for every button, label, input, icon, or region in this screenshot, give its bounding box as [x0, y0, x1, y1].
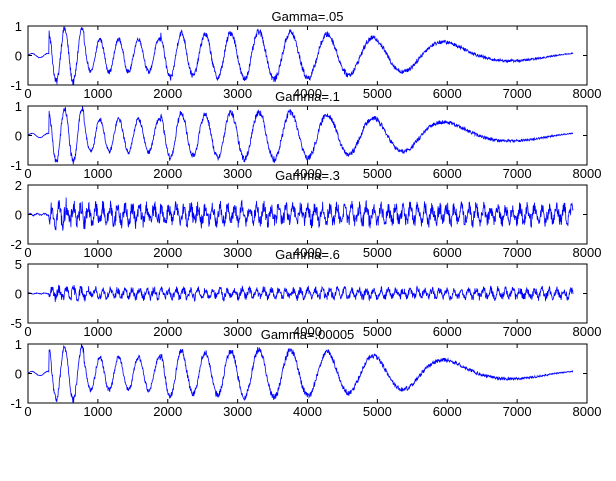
x-tick-label: 7000 — [503, 86, 532, 101]
signal-line — [27, 197, 574, 231]
subplot-5: Gamma=.00005 0 1000 2000 3000 4000 5000 6000 700… — [10, 327, 601, 419]
x-tick-label: 3000 — [223, 404, 252, 419]
x-tick-label: 7000 — [503, 324, 532, 339]
subplot-1: Gamma=.05 0 1000 2000 3000 4000 5000 6000 7000 80… — [10, 9, 601, 101]
x-tick-label: 2000 — [153, 245, 182, 260]
x-tick-label: 4000 — [293, 86, 322, 101]
x-tick-label: 3000 — [223, 86, 252, 101]
x-tick-label: 6000 — [433, 404, 462, 419]
subplot-3: Gamma=.3 0 1000 2000 3000 4000 5000 6000 7000 800… — [10, 168, 601, 260]
x-tick-label: 7000 — [503, 166, 532, 181]
x-tick-label: 0 — [24, 324, 31, 339]
y-tick-label: 0 — [15, 49, 22, 64]
subplot-title: Gamma=.3 — [275, 168, 340, 183]
subplot-title: Gamma=.1 — [275, 89, 340, 104]
x-tick-label: 1000 — [83, 404, 112, 419]
x-tick-label: 2000 — [153, 404, 182, 419]
y-tick-label: -1 — [10, 396, 22, 411]
x-tick-label: 6000 — [433, 324, 462, 339]
x-tick-label: 3000 — [223, 324, 252, 339]
x-tick-label: 8000 — [573, 86, 602, 101]
x-tick-label: 5000 — [363, 245, 392, 260]
y-tick-label: 5 — [15, 257, 22, 272]
x-tick-label: 6000 — [433, 166, 462, 181]
subplot-2: Gamma=.1 0 1000 2000 3000 4000 5000 6000 7000 800… — [10, 89, 601, 181]
y-tick-label: 0 — [15, 287, 22, 302]
x-tick-label: 0 — [24, 86, 31, 101]
x-tick-label: 1000 — [83, 324, 112, 339]
x-tick-label: 5000 — [363, 324, 392, 339]
x-tick-label: 8000 — [573, 166, 602, 181]
signal-line — [27, 105, 574, 165]
x-tick-label: 3000 — [223, 245, 252, 260]
x-tick-label: 5000 — [363, 404, 392, 419]
x-tick-label: 2000 — [153, 324, 182, 339]
x-tick-label: 2000 — [153, 86, 182, 101]
x-tick-label: 0 — [24, 245, 31, 260]
x-tick-label: 8000 — [573, 324, 602, 339]
y-tick-label: 1 — [15, 337, 22, 352]
y-tick-label: 0 — [15, 208, 22, 223]
x-tick-label: 4000 — [293, 245, 322, 260]
x-tick-label: 1000 — [83, 245, 112, 260]
y-tick-label: 1 — [15, 99, 22, 114]
y-tick-label: -1 — [10, 78, 22, 93]
y-tick-label: -5 — [10, 316, 22, 331]
subplot-title: Gamma=.6 — [275, 247, 340, 262]
x-tick-label: 5000 — [363, 166, 392, 181]
x-tick-label: 8000 — [573, 404, 602, 419]
x-tick-label: 1000 — [83, 86, 112, 101]
subplot-4: Gamma=.6 0 1000 2000 3000 4000 5000 6000 7000 800… — [10, 247, 601, 339]
axes-box — [27, 105, 588, 166]
x-tick-label: 5000 — [363, 86, 392, 101]
x-tick-label: 3000 — [223, 166, 252, 181]
x-tick-label: 8000 — [573, 245, 602, 260]
x-tick-label: 6000 — [433, 86, 462, 101]
y-tick-label: 2 — [15, 178, 22, 193]
x-tick-label: 2000 — [153, 166, 182, 181]
x-tick-label: 0 — [24, 166, 31, 181]
x-tick-label: 7000 — [503, 245, 532, 260]
y-tick-label: 0 — [15, 129, 22, 144]
x-tick-label: 4000 — [293, 324, 322, 339]
y-tick-label: 0 — [15, 367, 22, 382]
signal-line — [27, 25, 574, 86]
y-tick-label: 1 — [15, 19, 22, 34]
x-tick-label: 1000 — [83, 166, 112, 181]
x-tick-label: 7000 — [503, 404, 532, 419]
signal-line — [27, 344, 574, 403]
y-tick-label: -1 — [10, 158, 22, 173]
subplot-title: Gamma=.00005 — [261, 327, 355, 342]
x-tick-label: 0 — [24, 404, 31, 419]
y-tick-label: -2 — [10, 237, 22, 252]
x-tick-label: 6000 — [433, 245, 462, 260]
signal-line — [27, 284, 574, 303]
x-tick-label: 4000 — [293, 166, 322, 181]
subplot-title: Gamma=.05 — [272, 9, 344, 24]
x-tick-label: 4000 — [293, 404, 322, 419]
axes-box — [27, 25, 588, 86]
